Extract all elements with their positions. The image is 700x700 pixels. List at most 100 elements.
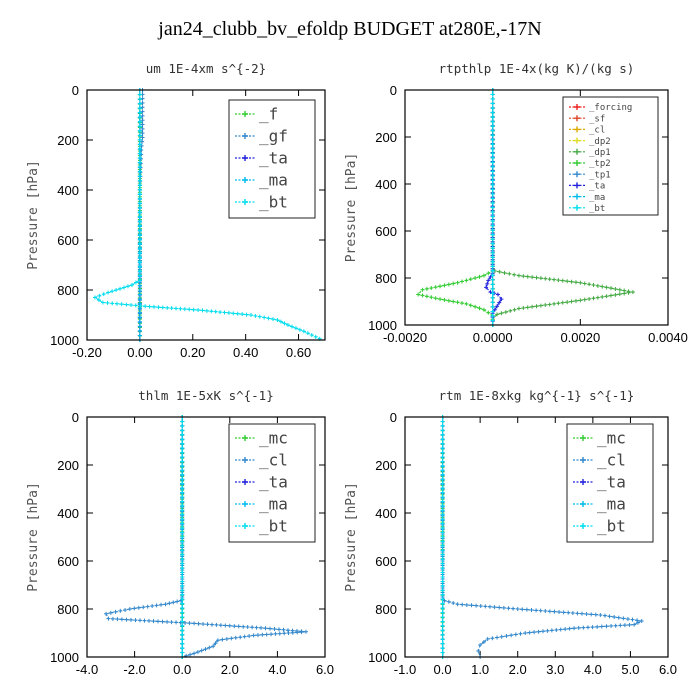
legend-label: _dp2 <box>589 137 611 147</box>
data-point <box>180 512 185 517</box>
data-point <box>530 304 535 309</box>
y-tick-label: 800 <box>375 271 397 286</box>
data-point <box>192 621 197 626</box>
data-point <box>218 310 223 315</box>
data-point <box>497 269 502 274</box>
legend-marker <box>242 479 248 485</box>
data-point <box>222 310 227 315</box>
data-point <box>440 428 445 433</box>
data-point <box>180 432 185 437</box>
data-point <box>504 634 509 638</box>
data-point <box>607 614 612 619</box>
data-point <box>440 592 445 597</box>
data-point <box>260 632 265 637</box>
data-point <box>490 142 495 147</box>
data-point <box>224 637 229 641</box>
data-point <box>438 297 443 302</box>
data-point <box>464 301 469 306</box>
data-point <box>490 169 495 174</box>
data-point <box>115 617 120 622</box>
data-point <box>180 495 185 499</box>
data-point <box>563 627 568 632</box>
data-point <box>209 622 214 627</box>
data-point <box>618 623 623 628</box>
data-point <box>490 187 495 192</box>
data-point <box>195 649 200 654</box>
legend-label: _ta <box>259 473 288 492</box>
data-point <box>593 612 598 617</box>
data-point <box>142 618 147 623</box>
data-point <box>137 92 142 97</box>
data-point <box>440 441 445 446</box>
data-point <box>187 307 192 312</box>
data-point <box>137 301 142 306</box>
data-point <box>440 468 445 473</box>
legend: _mc _cl _ta _ma _bt <box>228 423 316 543</box>
data-point <box>192 651 197 656</box>
x-tick-label: -0.20 <box>72 345 102 360</box>
y-tick-label: 1000 <box>50 650 79 665</box>
data-point <box>543 276 548 281</box>
legend-box <box>562 96 659 216</box>
data-point <box>440 517 445 522</box>
y-tick-label: 800 <box>57 283 79 298</box>
data-point <box>297 327 302 332</box>
data-point <box>140 135 145 140</box>
data-point <box>490 128 495 133</box>
data-point <box>110 289 115 294</box>
data-point <box>281 627 286 632</box>
data-point <box>525 274 530 279</box>
data-point <box>512 307 517 312</box>
y-tick-label: 1000 <box>50 333 79 348</box>
data-point <box>133 280 138 285</box>
data-point <box>178 306 183 311</box>
legend-marker <box>574 204 580 211</box>
data-point <box>490 133 495 138</box>
data-point <box>604 624 609 629</box>
data-point <box>180 543 185 548</box>
data-point <box>543 303 548 308</box>
data-point <box>490 137 495 142</box>
data-point <box>490 291 495 296</box>
data-point <box>440 615 445 619</box>
data-point <box>521 305 526 310</box>
data-point <box>440 575 445 579</box>
plot-frame <box>86 89 326 341</box>
data-point <box>581 625 586 630</box>
data-point <box>169 306 174 311</box>
data-point <box>612 615 617 619</box>
data-point <box>180 615 185 619</box>
data-point <box>490 164 495 169</box>
data-point <box>180 610 185 615</box>
data-point <box>529 608 534 612</box>
data-point <box>125 284 130 289</box>
legend-marker <box>580 523 586 529</box>
data-point <box>132 606 137 611</box>
data-point <box>481 640 486 644</box>
data-point <box>530 275 535 280</box>
data-point <box>440 535 445 539</box>
series-bt <box>92 88 322 341</box>
data-point <box>440 419 445 424</box>
data-point <box>523 631 528 635</box>
data-point <box>561 610 566 615</box>
data-point <box>180 423 185 428</box>
y-tick-label: 800 <box>375 602 397 617</box>
data-point <box>180 548 185 553</box>
data-point <box>451 601 456 605</box>
data-point <box>595 295 600 300</box>
panel-title: um 1E-4xm s^{-2} <box>146 61 266 76</box>
data-point <box>560 300 565 305</box>
data-point <box>105 300 110 305</box>
y-tick-label: 600 <box>57 233 79 248</box>
data-point <box>440 606 445 611</box>
data-point <box>495 312 500 317</box>
data-point <box>429 295 434 300</box>
data-point <box>101 292 106 297</box>
data-point <box>226 310 231 315</box>
data-point <box>137 201 142 206</box>
panel-title: rtm 1E-8xkg kg^{-1} s^{-1} <box>439 388 635 403</box>
data-point <box>587 296 592 301</box>
x-tick-label: 0.40 <box>233 345 258 360</box>
y-tick-label: 200 <box>375 458 397 473</box>
